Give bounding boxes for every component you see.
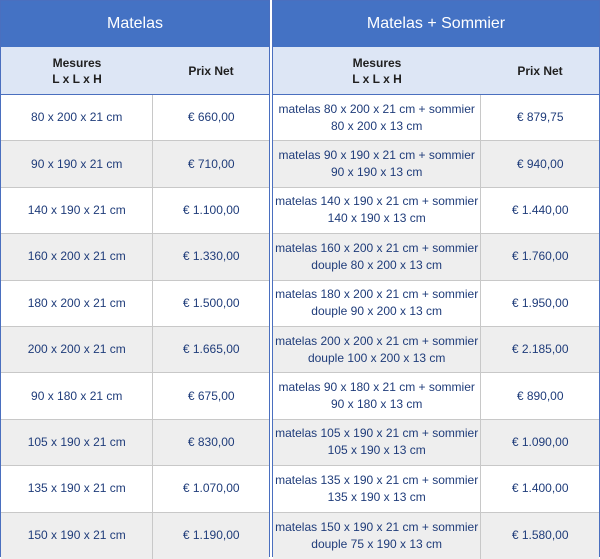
size-line-2: douple 80 x 200 x 13 cm (311, 257, 443, 272)
size-cell: matelas 140 x 190 x 21 cm + sommier 140 x… (273, 187, 482, 234)
size-line-2: 80 x 200 x 13 cm (330, 118, 423, 133)
table-row: 200 x 200 x 21 cm € 1.665,00 (1, 326, 269, 374)
size-line-1: matelas 135 x 190 x 21 cm + sommier (275, 472, 479, 487)
table-row: matelas 180 x 200 x 21 cm + sommier doupl… (273, 280, 599, 327)
size-cell: 200 x 200 x 21 cm (1, 326, 154, 373)
matelas-table: Matelas Mesures L x L x H Prix Net 80 x 2… (0, 0, 270, 559)
price-cell: € 1.500,00 (182, 295, 240, 310)
table-row: 80 x 200 x 21 cm € 660,00 (1, 95, 269, 142)
matelas-title: Matelas (1, 1, 269, 47)
price-cell: € 830,00 (187, 434, 235, 449)
size-line-2: 90 x 190 x 13 cm (330, 165, 423, 180)
price-cell: € 1.440,00 (511, 202, 569, 217)
table-row: 105 x 190 x 21 cm € 830,00 (1, 419, 269, 467)
table-row: 180 x 200 x 21 cm € 1.500,00 (1, 280, 269, 327)
table-row: matelas 140 x 190 x 21 cm + sommier 140 x… (273, 187, 599, 235)
price-cell: € 890,00 (516, 388, 564, 403)
price-cell: € 1.100,00 (182, 202, 240, 217)
table-row: matelas 200 x 200 x 21 cm + sommier doupl… (273, 326, 599, 374)
size-cell: 80 x 200 x 21 cm (1, 95, 154, 141)
table-row: matelas 150 x 190 x 21 cm + sommier doupl… (273, 512, 599, 559)
size-line-1: matelas 180 x 200 x 21 cm + sommier (275, 287, 479, 302)
size-cell: matelas 105 x 190 x 21 cm + sommier 105 x… (273, 419, 482, 466)
size-cell: matelas 160 x 200 x 21 cm + sommier doupl… (273, 234, 482, 280)
matelas-column-header: Mesures L x L x H Prix Net (1, 47, 269, 95)
size-cell: 180 x 200 x 21 cm (1, 280, 154, 326)
size-cell: matelas 135 x 190 x 21 cm + sommier 135 x… (273, 466, 482, 512)
size-cell: matelas 90 x 190 x 21 cm + sommier 90 x 1… (273, 141, 482, 187)
size-column-header: Mesures L x L x H (52, 55, 102, 86)
price-cell: € 1.580,00 (511, 528, 569, 543)
matelas-sommier-table: Matelas + Sommier Mesures L x L x H Prix … (272, 0, 600, 559)
size-cell: matelas 200 x 200 x 21 cm + sommier doupl… (273, 326, 482, 373)
size-line-2: 135 x 190 x 13 cm (327, 489, 426, 504)
table-row: matelas 80 x 200 x 21 cm + sommier 80 x 2… (273, 95, 599, 142)
size-line-1: matelas 160 x 200 x 21 cm + sommier (275, 240, 479, 255)
size-column-header: Mesures L x L x H (352, 55, 402, 86)
price-cell: € 940,00 (516, 156, 564, 171)
size-cell: 90 x 190 x 21 cm (1, 141, 154, 187)
price-cell: € 1.090,00 (511, 434, 569, 449)
price-column-header: Prix Net (188, 63, 234, 78)
table-row: matelas 160 x 200 x 21 cm + sommier doupl… (273, 234, 599, 281)
size-line-2: douple 90 x 200 x 13 cm (311, 304, 443, 319)
size-line-2: douple 100 x 200 x 13 cm (307, 350, 446, 365)
size-cell: matelas 180 x 200 x 21 cm + sommier doupl… (273, 280, 482, 326)
matelas-sommier-title: Matelas + Sommier (273, 1, 599, 47)
price-cell: € 1.760,00 (511, 249, 569, 264)
table-row: 150 x 190 x 21 cm € 1.190,00 (1, 512, 269, 559)
size-line-2: 90 x 180 x 13 cm (330, 397, 423, 412)
size-cell: 140 x 190 x 21 cm (1, 187, 154, 234)
table-row: 90 x 190 x 21 cm € 710,00 (1, 141, 269, 188)
size-line-1: matelas 80 x 200 x 21 cm + sommier (278, 101, 475, 116)
size-cell: 135 x 190 x 21 cm (1, 466, 154, 512)
matelas-sommier-column-header: Mesures L x L x H Prix Net (273, 47, 599, 95)
price-cell: € 660,00 (187, 110, 235, 125)
price-cell: € 1.190,00 (182, 528, 240, 543)
table-row: 90 x 180 x 21 cm € 675,00 (1, 373, 269, 420)
size-line-2: 140 x 190 x 13 cm (327, 211, 426, 226)
price-cell: € 1.330,00 (182, 249, 240, 264)
size-cell: 105 x 190 x 21 cm (1, 419, 154, 466)
price-cell: € 2.185,00 (511, 342, 569, 357)
table-row: matelas 90 x 190 x 21 cm + sommier 90 x 1… (273, 141, 599, 188)
price-cell: € 1.070,00 (182, 481, 240, 496)
size-cell: matelas 90 x 180 x 21 cm + sommier 90 x 1… (273, 373, 482, 419)
size-line-1: matelas 90 x 190 x 21 cm + sommier (278, 148, 475, 163)
size-line-1: matelas 105 x 190 x 21 cm + sommier (275, 426, 479, 441)
size-line-1: matelas 140 x 190 x 21 cm + sommier (275, 194, 479, 209)
price-cell: € 1.400,00 (511, 481, 569, 496)
size-line-1: matelas 90 x 180 x 21 cm + sommier (278, 380, 475, 395)
matelas-sommier-table-body: matelas 80 x 200 x 21 cm + sommier 80 x 2… (273, 95, 599, 559)
size-cell: 90 x 180 x 21 cm (1, 373, 154, 419)
size-cell: matelas 80 x 200 x 21 cm + sommier 80 x 2… (273, 95, 482, 141)
table-row: 160 x 200 x 21 cm € 1.330,00 (1, 234, 269, 281)
size-cell: 160 x 200 x 21 cm (1, 234, 154, 280)
price-cell: € 710,00 (187, 156, 235, 171)
price-cell: € 1.950,00 (511, 295, 569, 310)
matelas-table-body: 80 x 200 x 21 cm € 660,00 90 x 190 x 21 cm… (1, 95, 269, 559)
table-row: 135 x 190 x 21 cm € 1.070,00 (1, 466, 269, 513)
table-row: matelas 105 x 190 x 21 cm + sommier 105 x… (273, 419, 599, 467)
price-cell: € 1.665,00 (182, 342, 240, 357)
size-cell: 150 x 190 x 21 cm (1, 512, 154, 559)
price-cell: € 879,75 (516, 110, 564, 125)
size-line-1: matelas 200 x 200 x 21 cm + sommier (275, 333, 479, 348)
table-row: matelas 90 x 180 x 21 cm + sommier 90 x 1… (273, 373, 599, 420)
table-row: matelas 135 x 190 x 21 cm + sommier 135 x… (273, 466, 599, 513)
size-line-1: matelas 150 x 190 x 21 cm + sommier (275, 519, 479, 534)
price-cell: € 675,00 (187, 388, 235, 403)
size-cell: matelas 150 x 190 x 21 cm + sommier doupl… (273, 512, 482, 559)
size-line-2: douple 75 x 190 x 13 cm (311, 536, 443, 551)
price-column-header: Prix Net (517, 63, 563, 78)
size-line-2: 105 x 190 x 13 cm (327, 443, 426, 458)
table-row: 140 x 190 x 21 cm € 1.100,00 (1, 187, 269, 235)
